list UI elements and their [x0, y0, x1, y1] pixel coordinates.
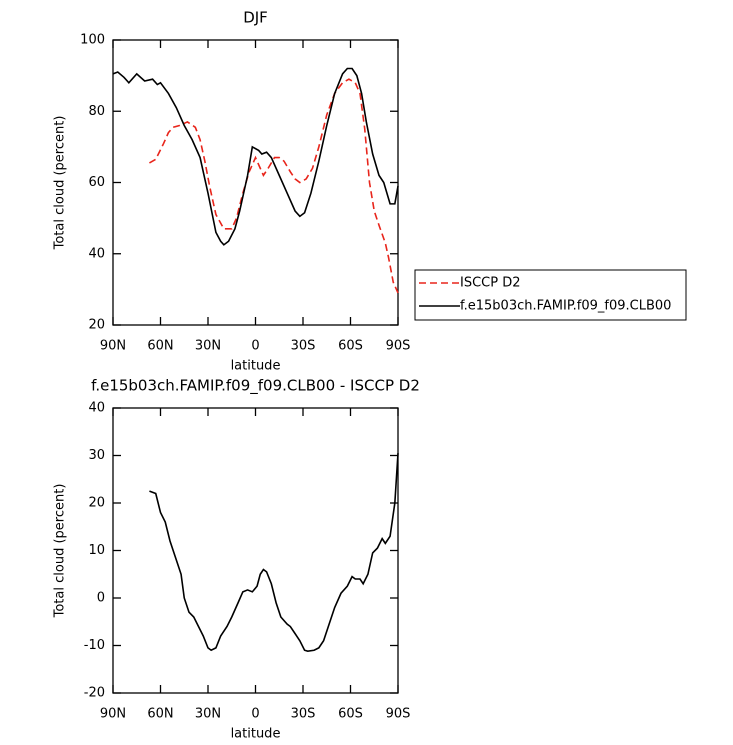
x-tick-label: 30N: [195, 707, 221, 722]
y-tick-label: -20: [84, 686, 105, 701]
x-axis-label: latitude: [231, 727, 281, 742]
data-line: [149, 453, 399, 653]
x-tick-label: 0: [251, 707, 259, 722]
x-tick-label: 30S: [291, 339, 316, 354]
data-line: [149, 78, 399, 294]
y-tick-label: 30: [88, 448, 105, 463]
y-axis-label: Total cloud (percent): [53, 116, 68, 251]
chart-title: f.e15b03ch.FAMIP.f09_f09.CLB00 - ISCCP D…: [91, 377, 420, 396]
x-tick-label: 30N: [195, 339, 221, 354]
y-tick-label: 80: [88, 104, 105, 119]
y-tick-label: 10: [88, 543, 105, 558]
x-tick-label: 0: [251, 339, 259, 354]
y-tick-label: 40: [88, 246, 105, 261]
legend-label: f.e15b03ch.FAMIP.f09_f09.CLB00: [460, 299, 671, 314]
x-tick-label: 90N: [100, 707, 126, 722]
legend-box: [414, 269, 687, 321]
y-tick-label: 20: [88, 318, 105, 333]
y-tick-label: 60: [88, 175, 105, 190]
x-tick-label: 90S: [386, 707, 411, 722]
y-tick-label: 0: [97, 591, 105, 606]
x-tick-label: 60N: [147, 707, 173, 722]
x-tick-label: 30S: [291, 707, 316, 722]
x-tick-label: 90S: [386, 339, 411, 354]
y-tick-label: 40: [88, 401, 105, 416]
legend-label: ISCCP D2: [460, 276, 521, 291]
x-axis-label: latitude: [231, 359, 281, 374]
x-tick-label: 60S: [338, 707, 363, 722]
y-tick-label: -10: [84, 638, 105, 653]
x-tick-label: 90N: [100, 339, 126, 354]
chart-title: DJF: [243, 9, 268, 27]
y-tick-label: 100: [80, 33, 105, 48]
x-tick-label: 60S: [338, 339, 363, 354]
x-tick-label: 60N: [147, 339, 173, 354]
y-axis-label: Total cloud (percent): [53, 484, 68, 619]
y-tick-label: 20: [88, 496, 105, 511]
data-line: [112, 67, 399, 246]
plot-frame: [112, 407, 399, 694]
